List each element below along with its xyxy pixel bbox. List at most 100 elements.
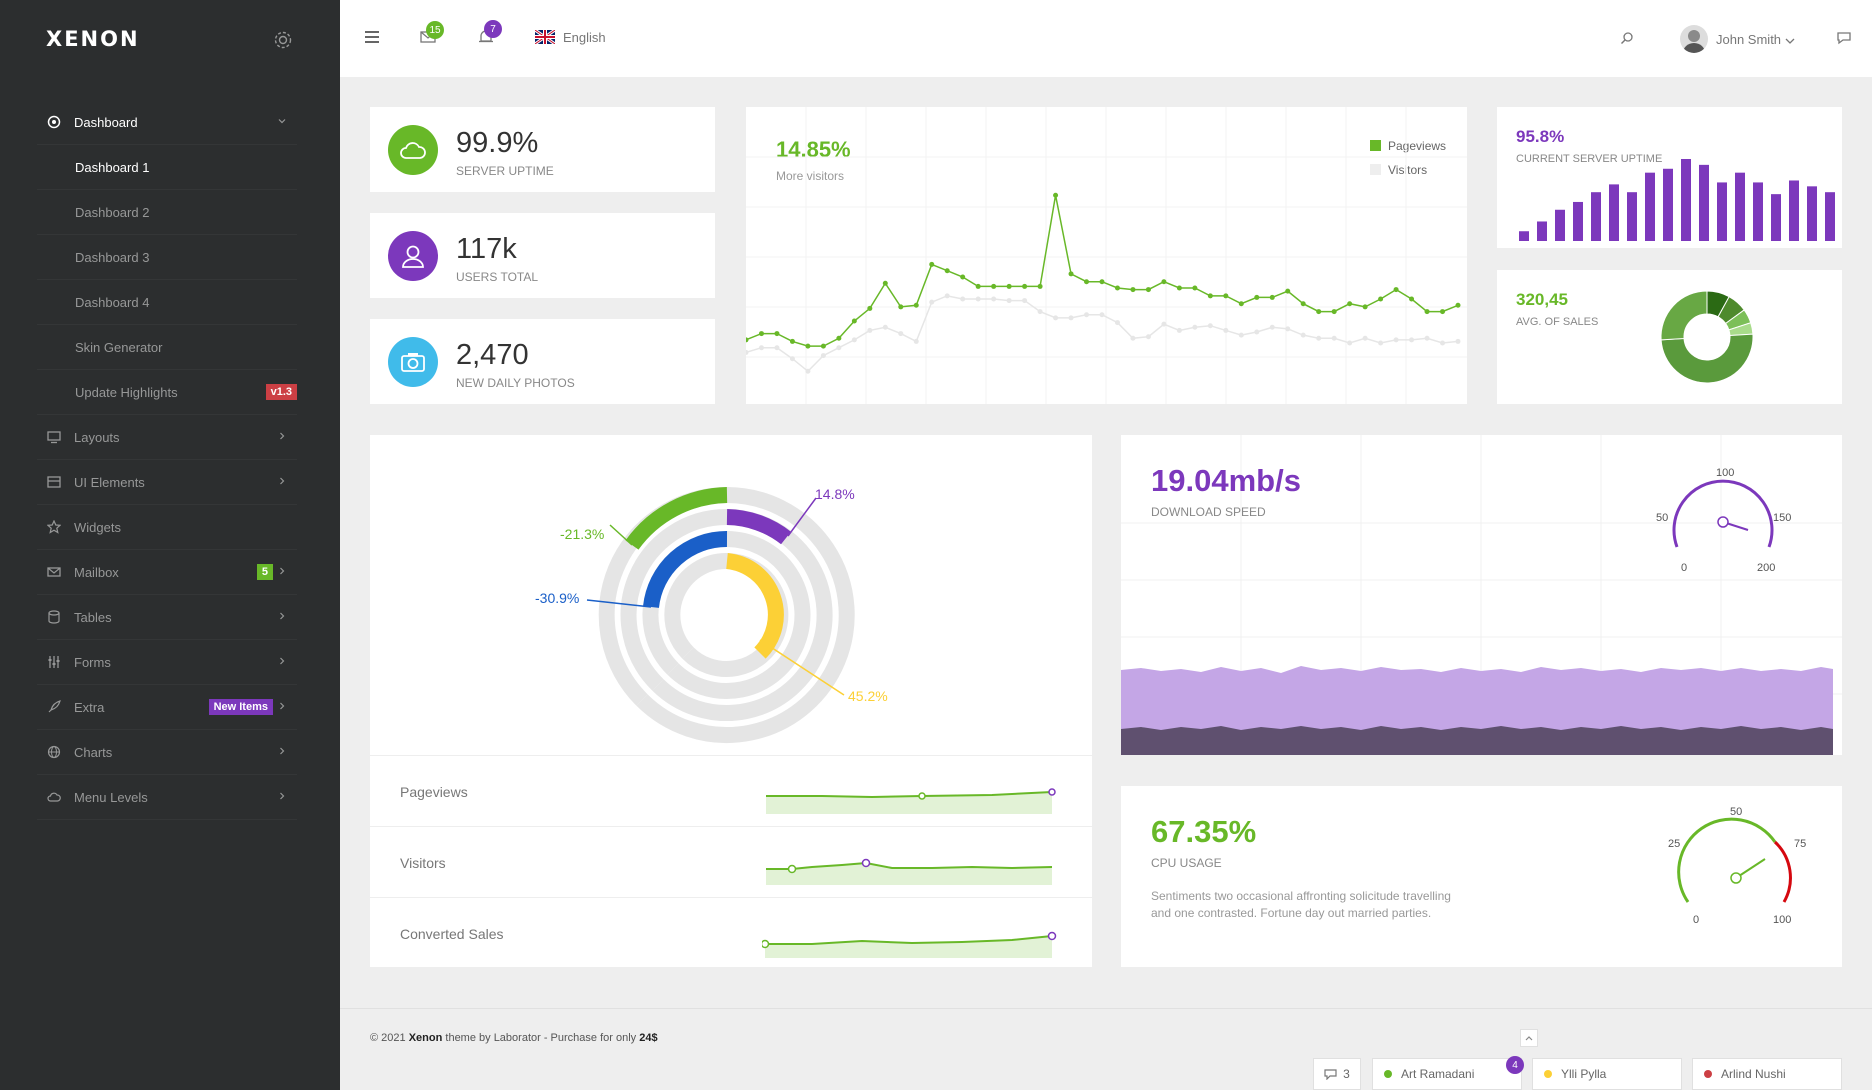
data-point[interactable] <box>1285 326 1291 332</box>
data-point[interactable] <box>1130 287 1136 293</box>
bar[interactable] <box>1537 221 1547 241</box>
sidebar-item-menu-levels[interactable]: Menu Levels <box>37 775 297 820</box>
bar[interactable] <box>1627 192 1637 241</box>
data-point[interactable] <box>805 368 811 374</box>
data-point[interactable] <box>1378 296 1384 302</box>
footer-price[interactable]: 24$ <box>639 1032 658 1044</box>
data-point[interactable] <box>1176 285 1182 291</box>
data-point[interactable] <box>1114 285 1120 291</box>
footer-brand-link[interactable]: Xenon <box>408 1032 443 1044</box>
radial-bar-chart[interactable]: 14.8% -21.3% -30.9% 45.2% <box>370 435 1092 755</box>
radial-arc-blue[interactable] <box>643 530 728 609</box>
data-point[interactable] <box>944 293 950 299</box>
data-point[interactable] <box>944 268 950 274</box>
chat-icon[interactable] <box>1836 31 1852 48</box>
data-point[interactable] <box>1331 335 1337 341</box>
search-icon[interactable] <box>1620 31 1634 48</box>
sparkline-visitors[interactable] <box>762 841 1062 885</box>
bar[interactable] <box>1645 172 1655 241</box>
sidebar-item-widgets[interactable]: Widgets <box>37 505 297 550</box>
data-point[interactable] <box>1084 312 1090 318</box>
data-point[interactable] <box>1331 309 1337 315</box>
sidebar-item-ui-elements[interactable]: UI Elements <box>37 460 297 505</box>
data-point[interactable] <box>1068 315 1074 321</box>
sidebar-item-dashboard[interactable]: Dashboard <box>37 100 297 145</box>
data-point[interactable] <box>1037 309 1043 315</box>
sidebar-sub-dashboard-3[interactable]: Dashboard 3 <box>37 235 297 280</box>
chat-user-arlind[interactable]: Arlind Nushi <box>1692 1058 1842 1090</box>
data-point[interactable] <box>929 261 935 267</box>
data-point[interactable] <box>820 353 826 359</box>
chevron-down-icon[interactable] <box>1785 33 1795 48</box>
bar[interactable] <box>1555 209 1565 241</box>
data-point[interactable] <box>1285 288 1291 294</box>
data-point[interactable] <box>1300 301 1306 307</box>
sidebar-sub-dashboard-4[interactable]: Dashboard 4 <box>37 280 297 325</box>
sidebar-item-mailbox[interactable]: Mailbox 5 <box>37 550 297 595</box>
bar[interactable] <box>1519 231 1529 241</box>
gear-icon[interactable] <box>272 29 294 54</box>
data-point[interactable] <box>1006 283 1012 289</box>
sidebar-sub-dashboard-2[interactable]: Dashboard 2 <box>37 190 297 235</box>
data-point[interactable] <box>1207 293 1213 299</box>
visitors-line-chart[interactable] <box>746 107 1467 404</box>
bar[interactable] <box>1717 182 1727 241</box>
data-point[interactable] <box>882 280 888 286</box>
sparkline-pageviews[interactable] <box>762 774 1062 814</box>
data-point[interactable] <box>1347 301 1353 307</box>
bar[interactable] <box>1699 164 1709 241</box>
data-point[interactable] <box>1316 309 1322 315</box>
radial-arc-green[interactable] <box>625 487 728 550</box>
bar[interactable] <box>1681 159 1691 241</box>
data-point[interactable] <box>1393 337 1399 343</box>
data-point[interactable] <box>1145 334 1151 340</box>
data-point[interactable] <box>1192 324 1198 330</box>
data-point[interactable] <box>1362 304 1368 310</box>
data-point[interactable] <box>1440 309 1446 315</box>
sidebar-item-layouts[interactable]: Layouts <box>37 415 297 460</box>
data-point[interactable] <box>1455 302 1461 308</box>
data-point[interactable] <box>1053 192 1059 198</box>
data-point[interactable] <box>1037 283 1043 289</box>
data-point[interactable] <box>1161 321 1167 327</box>
data-point[interactable] <box>1099 279 1105 285</box>
data-point[interactable] <box>1223 327 1229 333</box>
uptime-bar-chart[interactable] <box>1497 107 1842 248</box>
scroll-top-button[interactable] <box>1520 1029 1538 1047</box>
data-point[interactable] <box>1145 287 1151 293</box>
data-point[interactable] <box>1424 309 1430 315</box>
data-point[interactable] <box>1161 279 1167 285</box>
data-point[interactable] <box>1254 294 1260 300</box>
cpu-gauge[interactable]: 0 25 50 75 100 <box>1651 806 1821 926</box>
data-point[interactable] <box>867 327 873 333</box>
data-point[interactable] <box>960 274 966 280</box>
donut-slice[interactable] <box>1660 290 1708 341</box>
data-point[interactable] <box>1068 271 1074 277</box>
sidebar-item-extra[interactable]: Extra New Items <box>37 685 297 730</box>
sidebar-sub-dashboard-1[interactable]: Dashboard 1 <box>37 145 297 190</box>
data-point[interactable] <box>774 331 780 337</box>
language-selector[interactable]: English <box>563 30 606 45</box>
bar[interactable] <box>1753 182 1763 241</box>
chat-user-art[interactable]: Art Ramadani <box>1372 1058 1522 1090</box>
data-point[interactable] <box>991 296 997 302</box>
data-point[interactable] <box>960 296 966 302</box>
data-point[interactable] <box>758 331 764 337</box>
legend-visitors[interactable]: Visitors <box>1370 158 1446 182</box>
bar[interactable] <box>1807 186 1817 241</box>
data-point[interactable] <box>1409 337 1415 343</box>
bar[interactable] <box>1735 172 1745 241</box>
bar[interactable] <box>1825 192 1835 241</box>
data-point[interactable] <box>851 337 857 343</box>
data-point[interactable] <box>898 331 904 337</box>
data-point[interactable] <box>851 318 857 324</box>
data-point[interactable] <box>1378 340 1384 346</box>
chat-toggle[interactable]: 3 <box>1313 1058 1361 1090</box>
data-point[interactable] <box>1409 296 1415 302</box>
data-point[interactable] <box>1300 332 1306 338</box>
data-point[interactable] <box>1238 301 1244 307</box>
data-point[interactable] <box>882 324 888 330</box>
data-point[interactable] <box>1269 324 1275 330</box>
menu-toggle-icon[interactable] <box>365 31 379 46</box>
data-point[interactable] <box>929 299 935 305</box>
